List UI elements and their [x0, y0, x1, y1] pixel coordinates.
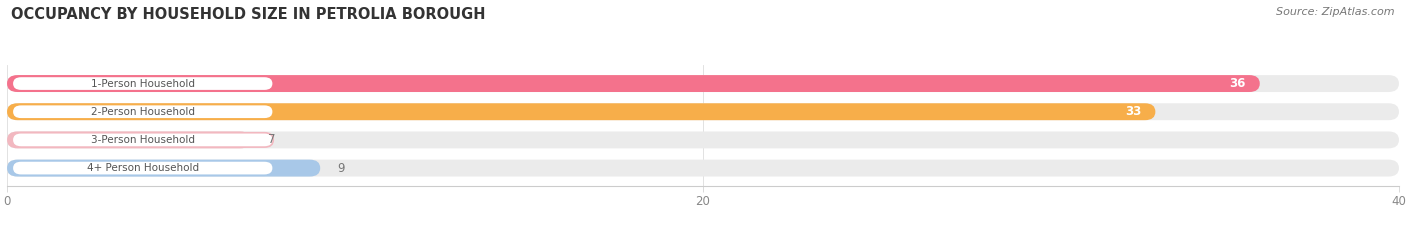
Text: 9: 9 [337, 161, 344, 175]
FancyBboxPatch shape [13, 161, 273, 175]
FancyBboxPatch shape [13, 76, 273, 91]
Text: 3-Person Household: 3-Person Household [91, 135, 195, 145]
FancyBboxPatch shape [13, 105, 273, 119]
FancyBboxPatch shape [7, 160, 321, 177]
Text: 36: 36 [1229, 77, 1246, 90]
FancyBboxPatch shape [7, 131, 250, 148]
Text: 7: 7 [269, 134, 276, 146]
Text: Source: ZipAtlas.com: Source: ZipAtlas.com [1277, 7, 1395, 17]
Text: 4+ Person Household: 4+ Person Household [87, 163, 198, 173]
FancyBboxPatch shape [7, 131, 1399, 148]
Text: 33: 33 [1125, 105, 1142, 118]
Text: 2-Person Household: 2-Person Household [91, 107, 195, 117]
FancyBboxPatch shape [7, 75, 1260, 92]
Text: OCCUPANCY BY HOUSEHOLD SIZE IN PETROLIA BOROUGH: OCCUPANCY BY HOUSEHOLD SIZE IN PETROLIA … [11, 7, 485, 22]
FancyBboxPatch shape [7, 103, 1399, 120]
FancyBboxPatch shape [7, 103, 1156, 120]
Text: 1-Person Household: 1-Person Household [91, 79, 195, 89]
FancyBboxPatch shape [13, 133, 273, 147]
FancyBboxPatch shape [7, 160, 1399, 177]
FancyBboxPatch shape [7, 75, 1399, 92]
